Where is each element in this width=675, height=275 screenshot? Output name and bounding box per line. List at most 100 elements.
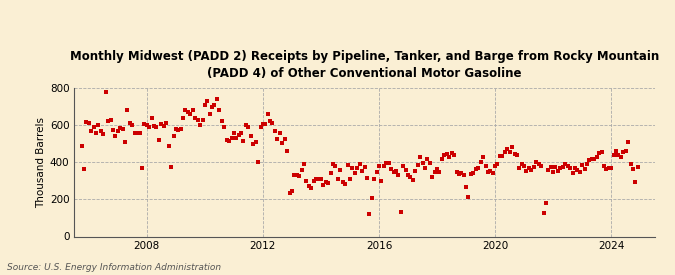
Point bbox=[468, 171, 479, 175]
Point bbox=[386, 167, 397, 171]
Point bbox=[325, 171, 336, 175]
Point bbox=[432, 167, 443, 171]
Point bbox=[83, 121, 94, 125]
Point bbox=[296, 167, 307, 172]
Point bbox=[492, 162, 503, 166]
Point bbox=[93, 123, 104, 127]
Point bbox=[132, 130, 142, 135]
Point bbox=[350, 171, 360, 175]
Point bbox=[270, 128, 281, 133]
Point bbox=[410, 168, 421, 173]
Point bbox=[601, 167, 612, 171]
Point bbox=[257, 122, 268, 127]
Point bbox=[547, 169, 558, 174]
Point bbox=[379, 164, 389, 168]
Point bbox=[192, 118, 203, 123]
Point bbox=[477, 155, 488, 159]
Point bbox=[78, 167, 89, 171]
Point bbox=[509, 152, 520, 156]
Point bbox=[119, 140, 130, 144]
Point bbox=[323, 180, 333, 185]
Point bbox=[154, 138, 165, 142]
Point bbox=[495, 153, 506, 158]
Point bbox=[593, 151, 604, 155]
Point bbox=[357, 168, 368, 173]
Point bbox=[301, 179, 312, 183]
Point bbox=[564, 166, 575, 170]
Point bbox=[214, 108, 225, 112]
Point bbox=[596, 150, 607, 154]
Point bbox=[197, 117, 208, 122]
Point bbox=[342, 163, 353, 167]
Point bbox=[454, 172, 464, 177]
Point bbox=[209, 103, 220, 107]
Point bbox=[415, 155, 426, 159]
Point bbox=[364, 212, 375, 216]
Point bbox=[572, 167, 583, 172]
Point bbox=[473, 166, 484, 170]
Point bbox=[148, 124, 159, 128]
Point bbox=[524, 166, 535, 170]
Point bbox=[347, 166, 358, 170]
Point bbox=[88, 125, 99, 129]
Point bbox=[458, 173, 469, 177]
Point bbox=[332, 177, 343, 181]
Point bbox=[417, 161, 428, 165]
Point bbox=[76, 143, 87, 148]
Point bbox=[576, 163, 587, 167]
Point bbox=[487, 171, 498, 175]
Point bbox=[187, 108, 198, 112]
Point bbox=[129, 130, 140, 135]
Point bbox=[514, 166, 524, 170]
Point bbox=[86, 128, 97, 133]
Point bbox=[625, 162, 636, 166]
Point bbox=[388, 169, 399, 174]
Point bbox=[429, 169, 440, 174]
Point bbox=[310, 177, 321, 181]
Point bbox=[173, 128, 184, 132]
Point bbox=[463, 194, 474, 199]
Point bbox=[531, 160, 542, 164]
Point bbox=[408, 178, 418, 182]
Point bbox=[570, 166, 580, 170]
Point bbox=[223, 139, 234, 143]
Point bbox=[134, 131, 145, 136]
Point bbox=[127, 123, 138, 127]
Point bbox=[618, 150, 629, 154]
Point bbox=[267, 121, 278, 125]
Point bbox=[560, 162, 571, 166]
Point bbox=[176, 126, 186, 131]
Point bbox=[470, 167, 481, 171]
Point bbox=[165, 165, 176, 169]
Point bbox=[338, 180, 348, 184]
Point bbox=[294, 174, 304, 178]
Point bbox=[381, 161, 392, 165]
Point bbox=[613, 153, 624, 157]
Point bbox=[221, 138, 232, 142]
Point bbox=[543, 167, 554, 172]
Point bbox=[279, 137, 290, 141]
Point bbox=[226, 136, 237, 140]
Point bbox=[589, 156, 600, 161]
Point bbox=[354, 162, 365, 166]
Point bbox=[158, 124, 169, 128]
Point bbox=[412, 163, 423, 167]
Point bbox=[584, 158, 595, 163]
Point bbox=[558, 165, 568, 169]
Point bbox=[202, 99, 213, 103]
Point bbox=[419, 166, 430, 170]
Point bbox=[136, 166, 147, 170]
Point bbox=[185, 112, 196, 116]
Point bbox=[112, 128, 123, 133]
Point bbox=[448, 153, 459, 157]
Point bbox=[529, 165, 539, 169]
Point bbox=[340, 182, 350, 186]
Point bbox=[587, 156, 597, 161]
Point bbox=[180, 108, 191, 112]
Point bbox=[603, 166, 614, 170]
Point bbox=[252, 160, 263, 164]
Point bbox=[321, 180, 331, 184]
Point bbox=[591, 155, 602, 159]
Point bbox=[434, 169, 445, 174]
Point bbox=[538, 211, 549, 216]
